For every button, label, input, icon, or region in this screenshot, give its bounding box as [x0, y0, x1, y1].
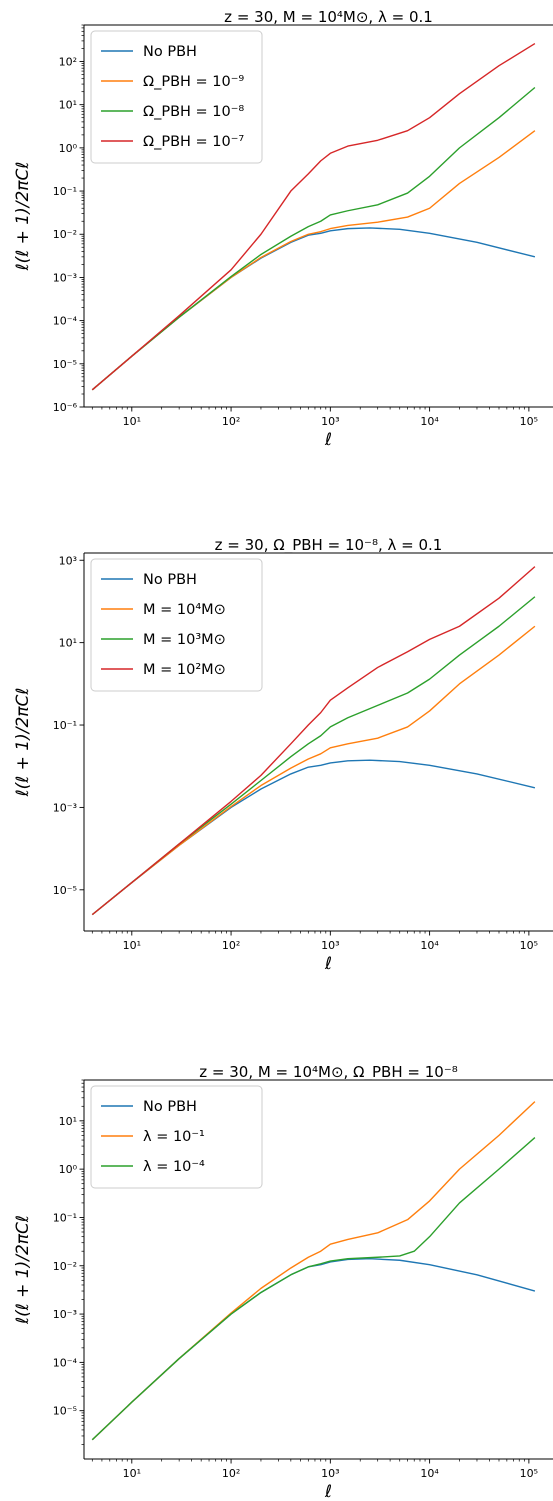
y-tick-label: 10⁻³	[53, 1308, 77, 1321]
legend-entry: No PBH	[143, 572, 197, 588]
y-tick-label: 10⁻⁴	[53, 1356, 78, 1369]
chart-title: z = 30, Ω_PBH = 10⁻⁸, λ = 0.1	[215, 536, 443, 555]
plot-area	[91, 566, 536, 916]
chart-1: 10¹ 10² 10³ 10⁴ 10⁵ 10⁻⁶ 10⁻⁵ 10⁻⁴ 10⁻³ 10⁻² 10⁻¹ 1…	[13, 8, 553, 450]
x-tick-label: 10¹	[123, 939, 141, 952]
series-line-3	[91, 596, 536, 916]
series-line-4	[91, 566, 536, 916]
y-tick-label: 10⁻⁶	[53, 401, 78, 414]
legend-entry: M = 10⁴M⊙	[143, 602, 226, 618]
series-line-2	[91, 625, 536, 916]
x-tick-label: 10⁴	[420, 939, 439, 952]
y-tick-label: 10⁻⁴	[53, 315, 78, 328]
series-line-3	[91, 1137, 536, 1441]
x-tick-label: 10⁵	[520, 415, 538, 428]
y-tick-label: 10⁻³	[53, 271, 77, 284]
chart-title: z = 30, M = 10⁴M⊙, Ω_PBH = 10⁻⁸	[199, 1063, 458, 1082]
x-tick-label: 10¹	[123, 1467, 141, 1480]
y-tick-label: 10⁻⁵	[53, 884, 77, 897]
y-tick-label: 10³	[59, 554, 77, 567]
y-tick-label: 10⁻¹	[53, 719, 77, 732]
x-axis-label: ℓ	[324, 1482, 332, 1501]
series-line-3	[91, 86, 536, 391]
y-tick-label: 10⁻²	[53, 1260, 77, 1273]
legend-entry: Ω_PBH = 10⁻⁸	[143, 104, 244, 120]
y-axis-label: ℓ(ℓ + 1)/2πCℓ	[13, 688, 33, 798]
y-tick-label: 10²	[59, 55, 77, 68]
y-tick-label: 10⁻¹	[53, 185, 77, 198]
y-tick-label: 10¹	[59, 637, 77, 650]
series-line-1	[91, 1258, 536, 1441]
x-tick-label: 10⁵	[520, 1467, 538, 1480]
x-tick-label: 10³	[321, 939, 339, 952]
x-axis-label: ℓ	[324, 430, 332, 450]
x-tick-label: 10²	[222, 939, 240, 952]
legend-entry: Ω_PBH = 10⁻⁷	[143, 134, 244, 150]
legend: No PBH λ = 10⁻¹ λ = 10⁻⁴	[90, 1085, 263, 1189]
y-tick-label: 10¹	[59, 99, 77, 112]
series-line-1	[91, 227, 536, 391]
y-tick-label: 10⁻³	[53, 801, 77, 814]
legend-entry: Ω_PBH = 10⁻⁹	[143, 74, 244, 90]
series-line-4	[91, 42, 536, 391]
y-tick-label: 10⁻⁵	[53, 358, 77, 371]
legend: No PBH M = 10⁴M⊙ M = 10³M⊙ M = 10²M⊙	[90, 558, 263, 692]
y-tick-label: 10⁰	[59, 1163, 78, 1176]
y-axis-label: ℓ(ℓ + 1)/2πCℓ	[13, 1215, 33, 1325]
plot-area	[91, 1101, 536, 1441]
y-tick-label: 10¹	[59, 1115, 77, 1128]
legend-entry: λ = 10⁻⁴	[143, 1159, 205, 1175]
legend-entry: M = 10²M⊙	[143, 662, 226, 678]
y-tick-label: 10⁻²	[53, 228, 77, 241]
legend-entry: No PBH	[143, 1099, 197, 1115]
plot-area	[91, 42, 536, 391]
x-tick-label: 10³	[321, 1467, 339, 1480]
legend-entry: No PBH	[143, 44, 197, 60]
x-tick-label: 10¹	[123, 415, 141, 428]
x-tick-label: 10⁵	[520, 939, 538, 952]
series-line-1	[91, 759, 536, 916]
y-tick-label: 10⁻⁵	[53, 1405, 77, 1418]
x-tick-label: 10⁴	[420, 415, 439, 428]
chart-3: 10¹ 10² 10³ 10⁴ 10⁵ 10⁻⁵ 10⁻⁴ 10⁻³ 10⁻² 10⁻¹ 10⁰ 10…	[13, 1063, 553, 1501]
y-axis-label: ℓ(ℓ + 1)/2πCℓ	[13, 162, 33, 272]
x-tick-label: 10⁴	[420, 1467, 439, 1480]
legend-box	[90, 1085, 263, 1189]
legend-entry: λ = 10⁻¹	[143, 1129, 205, 1145]
y-tick-label: 10⁻¹	[53, 1211, 77, 1224]
legend-box	[90, 30, 263, 164]
x-tick-label: 10²	[222, 1467, 240, 1480]
legend-box	[90, 558, 263, 692]
legend-entry: M = 10³M⊙	[143, 632, 226, 648]
x-tick-label: 10³	[321, 415, 339, 428]
y-tick-label: 10⁰	[59, 142, 78, 155]
legend: No PBH Ω_PBH = 10⁻⁹ Ω_PBH = 10⁻⁸ Ω_PBH = 10…	[90, 30, 263, 164]
x-axis-label: ℓ	[324, 954, 332, 974]
chart-title: z = 30, M = 10⁴M⊙, λ = 0.1	[224, 8, 433, 26]
chart-2: 10¹ 10² 10³ 10⁴ 10⁵ 10⁻⁵ 10⁻³ 10⁻¹ 10¹ 10³ z = 30,…	[13, 536, 553, 974]
x-tick-label: 10²	[222, 415, 240, 428]
series-line-2	[91, 130, 536, 391]
